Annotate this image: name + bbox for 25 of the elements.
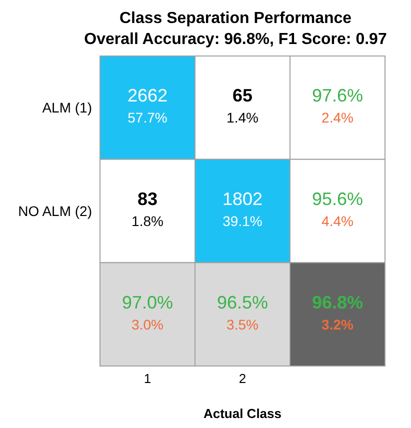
data-label: 97.6% — [312, 86, 364, 106]
annotation: 3.0% — [132, 316, 164, 332]
annotation: 57.7% — [128, 110, 168, 126]
data-label: 2662 — [127, 86, 168, 106]
annotation: 3.5% — [226, 316, 258, 332]
annotation: 39.1% — [222, 213, 262, 229]
x-axis-title: Actual Class — [203, 406, 282, 421]
data-label: 95.6% — [312, 189, 364, 209]
x-tick-label: 2 — [238, 371, 246, 386]
data-label: 65 — [232, 86, 253, 106]
annotation: 1.8% — [132, 213, 164, 229]
annotation: 1.4% — [226, 110, 258, 126]
chart-title: Class Separation Performance — [118, 9, 353, 29]
y-tick-label: ALM (1) — [42, 100, 92, 116]
annotation: 4.4% — [322, 213, 354, 229]
data-label: 83 — [137, 189, 158, 209]
data-label: 96.8% — [312, 292, 364, 312]
data-label: 97.0% — [122, 292, 174, 312]
annotation: 3.2% — [322, 316, 354, 332]
y-tick-label: NO ALM (2) — [18, 202, 92, 219]
x-tick-label: 1 — [144, 371, 152, 386]
data-label: 1802 — [222, 189, 263, 209]
annotation: 2.4% — [322, 110, 354, 126]
data-label: 96.5% — [216, 292, 268, 312]
chart-subtitle: Overall Accuracy: 96.8%, F1 Score: 0.97 — [83, 30, 388, 50]
